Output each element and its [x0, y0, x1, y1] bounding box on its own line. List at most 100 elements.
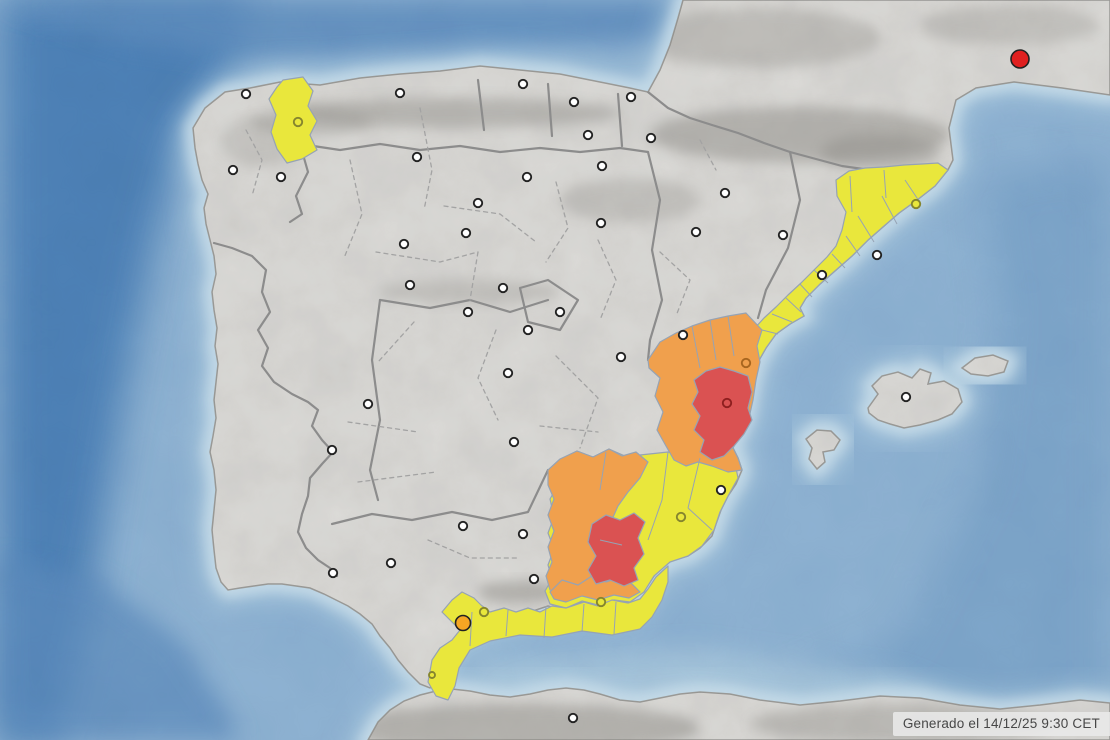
border-andalucia-north [330, 468, 550, 526]
warning-region-valencia-red[interactable] [691, 366, 753, 461]
warning-zone-divider [691, 325, 701, 369]
station-marker[interactable] [595, 217, 607, 229]
station-marker[interactable] [715, 484, 727, 496]
station-marker[interactable] [497, 282, 509, 294]
station-marker[interactable] [517, 528, 529, 540]
station-marker-orange[interactable] [740, 357, 752, 369]
station-marker[interactable] [385, 557, 397, 569]
station-marker[interactable] [521, 171, 533, 183]
station-marker[interactable] [677, 329, 689, 341]
station-marker[interactable] [508, 436, 520, 448]
station-marker-yellow[interactable] [675, 511, 687, 523]
warning-zone-divider [581, 603, 585, 633]
station-marker-yellow[interactable] [910, 198, 922, 210]
station-marker[interactable] [816, 269, 828, 281]
mountain-shading [340, 704, 700, 740]
station-marker[interactable] [327, 567, 339, 579]
station-marker[interactable] [457, 520, 469, 532]
station-marker[interactable] [871, 249, 883, 261]
warning-zone-divider [687, 507, 713, 531]
border-prov-2 [343, 159, 363, 259]
warning-region-murcia-red[interactable] [587, 512, 646, 587]
station-marker[interactable] [240, 88, 252, 100]
warning-zone-divider [661, 451, 669, 501]
station-marker[interactable] [645, 132, 657, 144]
station-marker[interactable] [777, 229, 789, 241]
station-marker[interactable] [394, 87, 406, 99]
station-marker-yellow[interactable] [292, 116, 304, 128]
station-marker[interactable] [398, 238, 410, 250]
border-prov-6 [469, 251, 479, 301]
event-marker-red[interactable] [1010, 49, 1030, 69]
mountain-shading [560, 178, 700, 222]
warning-zone-divider [849, 175, 853, 213]
station-marker[interactable] [326, 444, 338, 456]
border-prov-11 [347, 421, 419, 433]
station-marker[interactable] [568, 96, 580, 108]
station-marker[interactable] [554, 306, 566, 318]
warning-zone-divider [785, 297, 802, 313]
station-marker[interactable] [362, 398, 374, 410]
border-prov-4 [443, 205, 537, 243]
warning-zone-divider [881, 195, 898, 225]
border-prov-12 [357, 471, 437, 483]
border-aragon-west [646, 150, 664, 362]
warning-zone-divider [709, 319, 717, 361]
border-euskadi-east [616, 92, 624, 148]
station-marker-yellow[interactable] [478, 606, 490, 618]
station-marker[interactable] [719, 187, 731, 199]
station-marker[interactable] [528, 573, 540, 585]
station-marker[interactable] [596, 160, 608, 172]
station-marker[interactable] [625, 91, 637, 103]
station-marker[interactable] [522, 324, 534, 336]
station-marker[interactable] [900, 391, 912, 403]
station-marker[interactable] [460, 227, 472, 239]
station-marker[interactable] [275, 171, 287, 183]
event-marker-orange[interactable] [454, 614, 472, 632]
warning-zone-divider [543, 605, 547, 639]
station-marker[interactable] [227, 164, 239, 176]
station-marker[interactable] [582, 129, 594, 141]
station-marker-yellow[interactable] [595, 596, 607, 608]
warning-region-lugo[interactable] [268, 76, 318, 164]
border-prov-7 [545, 181, 569, 263]
border-aragon-east [756, 150, 802, 320]
border-prov-10 [377, 321, 415, 363]
admin-borders-layer [212, 78, 950, 578]
warning-zone-divider [771, 313, 793, 323]
warning-zone-divider [687, 457, 701, 509]
warning-regions-layer [268, 76, 949, 701]
station-marker[interactable] [690, 226, 702, 238]
station-marker-yellow[interactable] [428, 671, 436, 679]
warning-zone-divider [613, 601, 617, 635]
mountain-shading [920, 5, 1100, 45]
station-marker[interactable] [502, 367, 514, 379]
warning-zone-divider [727, 315, 735, 357]
mountain-shading [640, 8, 880, 68]
station-marker[interactable] [472, 197, 484, 209]
border-prov-15 [597, 239, 617, 321]
mountain-shading [380, 280, 560, 304]
border-prov-8 [477, 329, 499, 421]
station-markers-layer [227, 49, 1030, 724]
station-marker[interactable] [615, 351, 627, 363]
station-marker[interactable] [404, 279, 416, 291]
station-marker[interactable] [462, 306, 474, 318]
station-marker[interactable] [567, 712, 579, 724]
station-marker[interactable] [517, 78, 529, 90]
warning-region-south-coast[interactable] [427, 565, 669, 701]
border-prov-1 [245, 129, 263, 197]
warning-zone-divider [647, 499, 663, 541]
border-prov-16 [659, 251, 691, 317]
warning-zone-divider [883, 169, 887, 199]
border-madrid-border [518, 278, 580, 332]
station-marker[interactable] [411, 151, 423, 163]
border-cantabrian-border [298, 142, 650, 154]
warning-zone-divider [845, 235, 861, 257]
warning-zone-divider [505, 609, 509, 637]
warning-zone-divider [599, 539, 623, 546]
station-marker-red[interactable] [721, 397, 733, 409]
warning-zone-divider [831, 253, 846, 269]
